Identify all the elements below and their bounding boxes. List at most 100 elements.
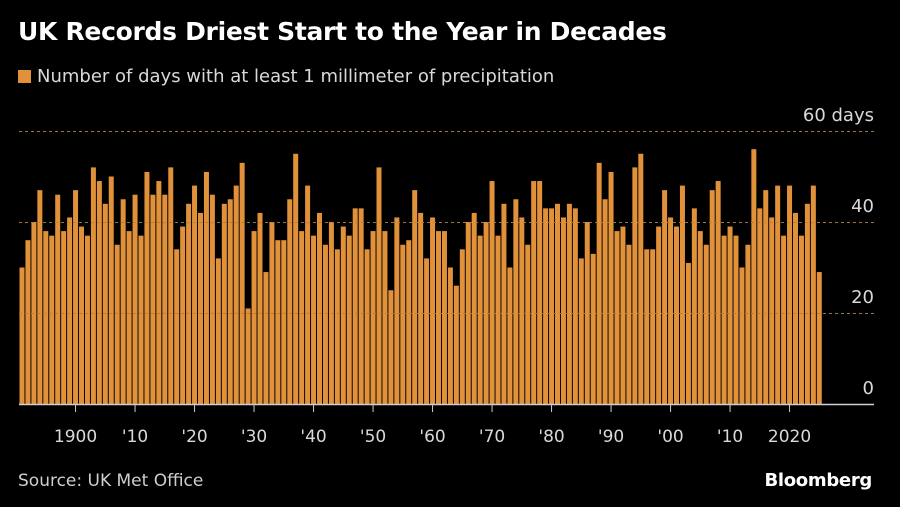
bar bbox=[322, 244, 328, 404]
bar bbox=[132, 194, 138, 404]
legend-label: Number of days with at least 1 millimete… bbox=[37, 66, 555, 87]
bar bbox=[233, 185, 239, 404]
bar bbox=[287, 199, 293, 404]
bar bbox=[186, 203, 192, 404]
bar bbox=[525, 244, 531, 404]
bar bbox=[168, 167, 174, 404]
bar bbox=[364, 249, 370, 404]
bar bbox=[477, 235, 483, 404]
bar bbox=[275, 240, 281, 404]
bar bbox=[715, 181, 721, 404]
bars bbox=[19, 149, 822, 404]
bar bbox=[703, 244, 709, 404]
bar bbox=[727, 226, 733, 404]
bar bbox=[67, 217, 73, 404]
bar bbox=[221, 203, 227, 404]
bar bbox=[447, 267, 453, 404]
bar bbox=[584, 222, 590, 404]
bar bbox=[501, 203, 507, 404]
x-tick-label: '40 bbox=[300, 427, 326, 447]
bar bbox=[317, 212, 322, 404]
bar bbox=[555, 203, 560, 404]
bar bbox=[697, 231, 703, 404]
bar bbox=[430, 217, 436, 404]
gridlines-over-bars bbox=[19, 131, 874, 314]
bar bbox=[311, 235, 317, 404]
bar bbox=[566, 203, 572, 404]
bar bbox=[602, 199, 608, 404]
bar bbox=[608, 171, 614, 404]
x-tick-label: '00 bbox=[657, 427, 683, 447]
bar bbox=[662, 190, 668, 404]
bar bbox=[370, 231, 376, 404]
bar bbox=[79, 226, 84, 404]
bar bbox=[257, 212, 263, 404]
bar bbox=[263, 272, 269, 404]
bar bbox=[495, 235, 501, 404]
bar bbox=[436, 231, 441, 404]
bar bbox=[793, 212, 798, 404]
bar bbox=[358, 208, 364, 404]
bar bbox=[709, 190, 715, 404]
y-axis: 0 20 40 60 days bbox=[803, 105, 874, 399]
y-tick-label: 40 bbox=[851, 196, 874, 217]
x-tick-label: '10 bbox=[122, 427, 148, 447]
bar bbox=[578, 258, 584, 404]
bar bbox=[96, 181, 102, 404]
bar bbox=[388, 290, 394, 404]
x-tick-label: '30 bbox=[241, 427, 267, 447]
bar bbox=[394, 217, 400, 404]
bar bbox=[198, 212, 203, 404]
bar bbox=[180, 226, 186, 404]
x-tick-label: 2020 bbox=[768, 427, 811, 447]
bar bbox=[90, 167, 96, 404]
bar bbox=[721, 235, 727, 404]
bar bbox=[418, 212, 424, 404]
bar bbox=[543, 208, 549, 404]
bar bbox=[227, 199, 233, 404]
bar bbox=[614, 231, 620, 404]
y-tick-label: 0 bbox=[863, 378, 874, 399]
bar bbox=[763, 190, 769, 404]
bar bbox=[644, 249, 650, 404]
bar bbox=[49, 235, 55, 404]
bar bbox=[441, 231, 447, 404]
bar bbox=[340, 226, 346, 404]
bar bbox=[685, 262, 691, 404]
x-axis: 1900 '10 '20 '30 '40 '50 '60 '70 '80 '90 '00 '10 202… bbox=[19, 403, 874, 447]
bar bbox=[537, 181, 543, 404]
bar bbox=[590, 253, 596, 404]
bar bbox=[209, 194, 215, 404]
x-tick-label: '20 bbox=[181, 427, 207, 447]
bar bbox=[352, 208, 358, 404]
y-tick-label: 20 bbox=[851, 287, 874, 308]
bar bbox=[549, 208, 555, 404]
source-note: Source: UK Met Office bbox=[18, 471, 204, 491]
x-tick-label: 1900 bbox=[54, 427, 97, 447]
bar bbox=[400, 244, 406, 404]
bar bbox=[43, 231, 49, 404]
y-tick-label: 60 days bbox=[803, 105, 874, 126]
bar bbox=[126, 231, 132, 404]
bar bbox=[560, 217, 566, 404]
bar bbox=[382, 231, 388, 404]
x-tick-label: '60 bbox=[419, 427, 445, 447]
legend-swatch bbox=[18, 70, 31, 83]
bar bbox=[138, 235, 144, 404]
bar bbox=[674, 226, 679, 404]
bar bbox=[25, 240, 31, 404]
bar bbox=[638, 153, 644, 404]
bar bbox=[745, 244, 751, 404]
bar bbox=[114, 244, 120, 404]
bar bbox=[733, 235, 739, 404]
bar bbox=[459, 249, 465, 404]
bar bbox=[84, 235, 90, 404]
bar bbox=[691, 208, 697, 404]
bar bbox=[513, 199, 519, 404]
bar bbox=[632, 167, 638, 404]
bar bbox=[626, 244, 632, 404]
x-tick-label: '90 bbox=[598, 427, 624, 447]
bar bbox=[19, 267, 25, 404]
bar bbox=[144, 171, 150, 404]
